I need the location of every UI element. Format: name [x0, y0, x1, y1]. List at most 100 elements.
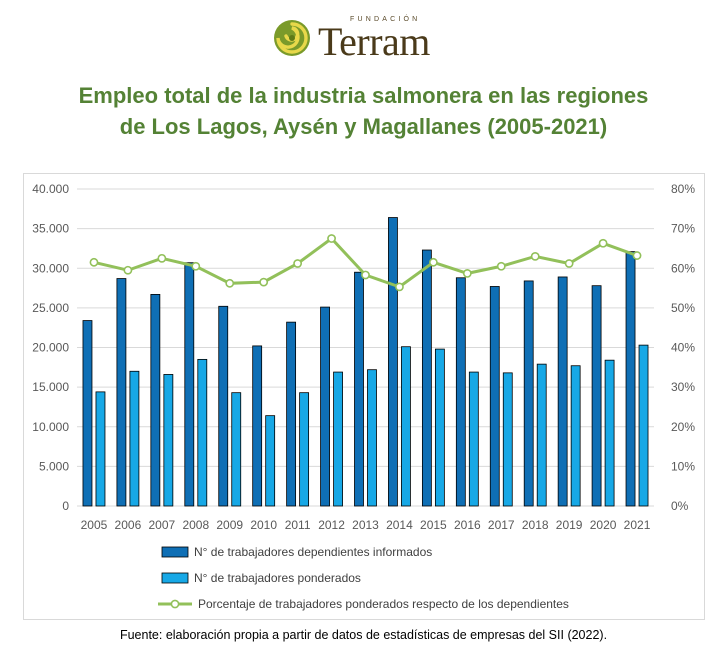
bar-ponderados [163, 374, 174, 507]
y-left-tick-label: 15.000 [32, 380, 69, 394]
line-point [89, 257, 99, 267]
y-right-tick-label: 70% [671, 222, 695, 236]
y-right-tick-label: 40% [671, 341, 695, 355]
x-tick-label: 2010 [250, 518, 277, 532]
bar-dependientes [286, 321, 297, 507]
bar-ponderados [468, 371, 479, 507]
x-tick-label: 2009 [216, 518, 243, 532]
brand-small-text: FUNDACIÓN [350, 16, 421, 23]
line-point [598, 238, 608, 248]
brand-logo: FUNDACIÓN Terram [272, 14, 462, 64]
bar-dependientes [354, 271, 364, 507]
chart-area: 0 0% 5.000 10% 10.000 20% 15.000 30% 20.000 40% 25… [23, 173, 705, 620]
bar-dependientes [82, 320, 93, 507]
chart-title: Empleo total de la industria salmonera e… [0, 80, 727, 142]
bar-dependientes [523, 280, 534, 507]
x-tick-label: 2020 [590, 518, 617, 532]
bar-ponderados [231, 392, 242, 507]
bar-dependientes [320, 306, 330, 507]
bar-ponderados [502, 372, 513, 507]
line-point [496, 261, 506, 271]
legend-marker-porcentaje [170, 599, 180, 609]
x-tick-label: 2007 [149, 518, 176, 532]
y-left-tick-label: 10.000 [32, 420, 69, 434]
bar-ponderados [638, 344, 649, 507]
bar-ponderados [299, 392, 310, 507]
x-tick-label: 2013 [352, 518, 379, 532]
bar-dependientes [388, 217, 398, 507]
bar-ponderados [129, 370, 140, 507]
y-right-tick-label: 80% [671, 182, 695, 196]
bar-dependientes [625, 251, 636, 507]
bar-dependientes [150, 294, 161, 507]
x-tick-label: 2012 [318, 518, 345, 532]
legend-swatch-ponderados [161, 572, 189, 584]
bar-dependientes [116, 278, 127, 507]
line-point [157, 253, 167, 263]
line-point [462, 269, 472, 278]
y-left-tick-label: 25.000 [32, 301, 69, 315]
y-left-tick-label: 0 [62, 499, 69, 513]
y-left-tick-label: 5.000 [39, 459, 69, 473]
line-porcentaje [93, 236, 638, 289]
bar-dependientes [455, 277, 466, 507]
x-tick-label: 2014 [386, 518, 413, 532]
line-point [361, 270, 370, 280]
bar-ponderados [536, 363, 547, 507]
line-point [428, 257, 438, 267]
chart-svg: 0 0% 5.000 10% 10.000 20% 15.000 30% 20.000 40% 25… [32, 182, 695, 611]
legend-swatch-dependientes [161, 546, 189, 558]
x-tick-label: 2015 [420, 518, 447, 532]
x-tick-label: 2017 [488, 518, 515, 532]
y-right-tick-label: 50% [671, 301, 695, 315]
y-left-tick-label: 40.000 [32, 182, 69, 196]
y-right-tick-label: 60% [671, 261, 695, 275]
bar-dependientes [557, 276, 568, 507]
x-tick-label: 2011 [285, 518, 311, 532]
y-right-tick-label: 0% [671, 499, 689, 513]
y-left-tick-label: 35.000 [32, 222, 69, 236]
line-point [293, 259, 303, 268]
line-point [327, 234, 336, 243]
bar-ponderados [434, 348, 445, 507]
spiral-logo-icon [274, 20, 310, 56]
x-tick-label: 2018 [522, 518, 549, 532]
line-point [395, 282, 404, 292]
bar-dependientes [489, 286, 500, 507]
line-point [191, 261, 201, 271]
x-tick-label: 2021 [624, 518, 651, 532]
line-point [123, 265, 133, 275]
line-point [632, 251, 642, 260]
x-tick-label: 2008 [182, 518, 209, 532]
y-right-tick-label: 10% [671, 459, 695, 473]
bar-ponderados [95, 391, 106, 507]
bar-dependientes [218, 305, 229, 507]
source-note: Fuente: elaboración propia a partir de d… [119, 628, 608, 642]
bar-ponderados [604, 359, 615, 507]
bar-ponderados [333, 371, 343, 507]
chart-title-line-2: de Los Lagos, Aysén y Magallanes (2005-2… [119, 114, 608, 139]
bar-dependientes [591, 285, 602, 507]
bar-dependientes [184, 262, 195, 507]
brand-name: Terram [318, 19, 430, 64]
legend-label-porcentaje: Porcentaje de trabajadores ponderados re… [198, 597, 569, 611]
bar-ponderados [265, 415, 276, 507]
x-tick-label: 2019 [556, 518, 583, 532]
legend-label-ponderados: N° de trabajadores ponderados [194, 571, 361, 585]
y-left-tick-label: 20.000 [32, 341, 69, 355]
bar-dependientes [421, 249, 432, 507]
x-tick-label: 2016 [454, 518, 481, 532]
chart-title-line-1: Empleo total de la industria salmonera e… [78, 83, 649, 108]
line-point [564, 259, 574, 268]
line-point [259, 277, 269, 287]
x-tick-label: 2006 [115, 518, 142, 532]
line-point [530, 251, 540, 261]
bar-dependientes [252, 345, 263, 507]
bar-ponderados [570, 365, 581, 507]
y-right-tick-label: 20% [671, 420, 695, 434]
bar-ponderados [367, 369, 377, 507]
bar-ponderados [401, 346, 411, 507]
y-right-tick-label: 30% [671, 380, 695, 394]
legend-label-dependientes: N° de trabajadores dependientes informad… [194, 545, 432, 559]
bar-ponderados [197, 358, 208, 507]
